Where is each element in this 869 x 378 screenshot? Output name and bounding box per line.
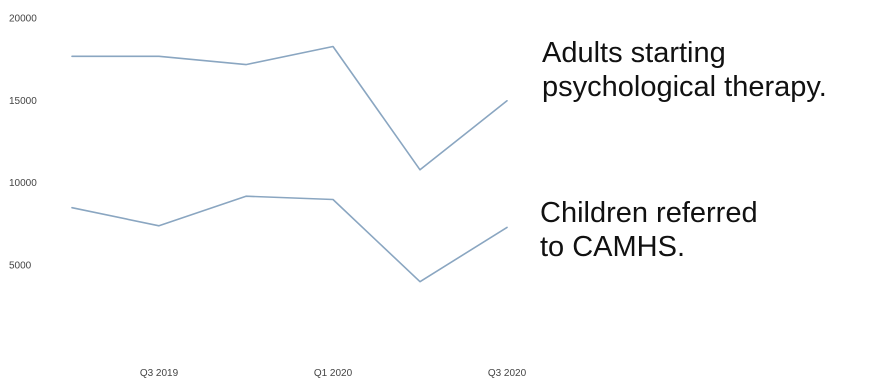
annotation-adults: Adults starting psychological therapy.	[542, 36, 827, 104]
x-axis-ticks: Q3 2019 Q1 2020 Q3 2020	[140, 368, 527, 378]
annotation-adults-line-1: Adults starting	[542, 37, 726, 69]
annotation-children: Children referred to CAMHS.	[540, 196, 758, 264]
y-tick-label: 20000	[9, 14, 37, 25]
series-line-children	[71, 195, 508, 283]
y-axis-ticks: 5000 10000 15000 20000	[9, 14, 37, 272]
x-tick-label: Q1 2020	[314, 368, 353, 378]
annotation-children-line-2: to CAMHS.	[540, 231, 686, 263]
y-tick-label: 5000	[9, 260, 32, 271]
y-tick-label: 15000	[9, 96, 37, 107]
series-lines	[71, 45, 508, 283]
x-tick-label: Q3 2019	[140, 368, 179, 378]
annotation-children-line-1: Children referred	[540, 197, 758, 229]
y-tick-label: 10000	[9, 178, 37, 189]
series-line-adults	[71, 45, 508, 171]
x-tick-label: Q3 2020	[488, 368, 527, 378]
annotation-adults-line-2: psychological therapy.	[542, 71, 827, 103]
